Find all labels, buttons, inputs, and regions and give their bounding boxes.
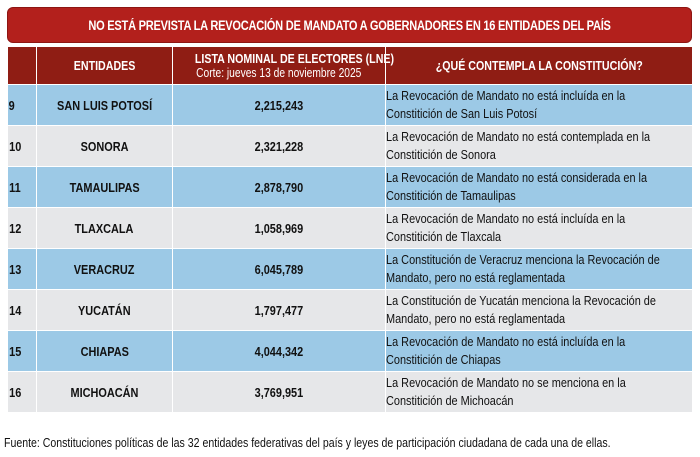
table-row: 12 TLAXCALA 1,058,969 La Revocación de Mand… — [7, 207, 693, 249]
header-lne: LISTA NOMINAL DE ELECTORES (LNE) Corte: … — [172, 46, 394, 85]
row-constitution: La Constitución de Yucatán menciona la R… — [385, 289, 693, 331]
row-lne: 2,321,228 — [172, 125, 386, 167]
row-constitution: La Revocación de Mandato no está conside… — [385, 166, 693, 208]
table-title-text: NO ESTÁ PREVISTA LA REVOCACIÓN DE MANDAT… — [88, 17, 611, 33]
row-number: 10 — [7, 125, 37, 167]
row-lne: 1,058,969 — [172, 207, 386, 249]
table-row: 16 MICHOACÁN 3,769,951 La Revocación de Man… — [7, 371, 693, 413]
row-entity: VERACRUZ — [36, 248, 173, 290]
row-lne: 4,044,342 — [172, 330, 386, 372]
row-constitution: La Revocación de Mandato no se menciona … — [385, 371, 693, 413]
row-constitution: La Revocación de Mandato no está incluíd… — [385, 330, 693, 372]
header-constitution: ¿QUÉ CONTEMPLA LA CONSTITUCIÓN? — [385, 46, 693, 85]
row-entity: SAN LUIS POTOSÍ — [36, 84, 173, 126]
table-row: 9 SAN LUIS POTOSÍ 2,215,243 La Revocación d… — [7, 84, 693, 126]
row-constitution: La Revocación de Mandato no está incluíd… — [385, 84, 693, 126]
table-row: 13 VERACRUZ 6,045,789 La Constitución de Ve… — [7, 248, 693, 290]
table-header-row: ENTIDADES LISTA NOMINAL DE ELECTORES (LN… — [7, 46, 693, 85]
entities-table: ENTIDADES LISTA NOMINAL DE ELECTORES (LN… — [7, 46, 693, 413]
row-number: 9 — [7, 84, 37, 126]
row-entity: TLAXCALA — [36, 207, 173, 249]
row-lne: 2,215,243 — [172, 84, 386, 126]
row-entity: YUCATÁN — [36, 289, 173, 331]
header-entities: ENTIDADES — [36, 46, 173, 85]
row-number: 15 — [7, 330, 37, 372]
table-row: 15 CHIAPAS 4,044,342 La Revocación de Manda… — [7, 330, 693, 372]
row-constitution: La Revocación de Mandato no está contemp… — [385, 125, 693, 167]
row-entity: SONORA — [36, 125, 173, 167]
row-number: 16 — [7, 371, 37, 413]
table-row: 14 YUCATÁN 1,797,477 La Constitución de Yuc… — [7, 289, 693, 331]
row-lne: 6,045,789 — [172, 248, 386, 290]
row-number: 14 — [7, 289, 37, 331]
row-number: 13 — [7, 248, 37, 290]
header-lne-title: LISTA NOMINAL DE ELECTORES (LNE) — [194, 51, 395, 66]
row-lne: 3,769,951 — [172, 371, 386, 413]
row-lne: 2,878,790 — [172, 166, 386, 208]
row-entity: MICHOACÁN — [36, 371, 173, 413]
source-note: Fuente: Constituciones políticas de las … — [4, 436, 611, 450]
row-constitution: La Constitución de Veracruz menciona la … — [385, 248, 693, 290]
row-number: 11 — [7, 166, 37, 208]
row-entity: CHIAPAS — [36, 330, 173, 372]
table-row: 10 SONORA 2,321,228 La Revocación de Mandat… — [7, 125, 693, 167]
header-lne-subtitle: Corte: jueves 13 de noviembre 2025 — [196, 66, 362, 80]
table-row: 11 TAMAULIPAS 2,878,790 La Revocación de Ma… — [7, 166, 693, 208]
row-number: 12 — [7, 207, 37, 249]
row-entity: TAMAULIPAS — [36, 166, 173, 208]
row-constitution: La Revocación de Mandato no está incluíd… — [385, 207, 693, 249]
header-number — [7, 46, 37, 85]
table-title: NO ESTÁ PREVISTA LA REVOCACIÓN DE MANDAT… — [7, 7, 692, 43]
row-lne: 1,797,477 — [172, 289, 386, 331]
